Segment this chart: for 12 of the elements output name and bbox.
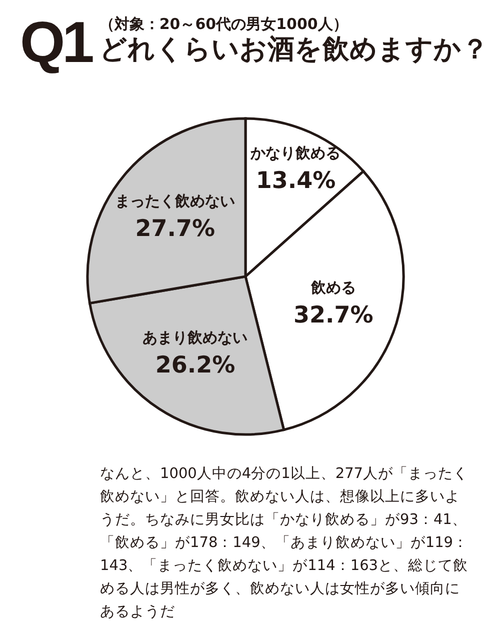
chart-subtitle: （対象：20～60代の男女1000人） [99,14,349,34]
slice-label: かなり飲める [250,144,341,162]
data-label: 13.4% [256,168,336,194]
slice-label: 飲める [310,278,356,297]
chart-title: どれくらいお酒を飲めますか？ [99,34,488,66]
slice-label: まったく飲めない [115,192,236,210]
data-label: 32.7% [294,302,374,329]
data-label: 26.2% [155,352,236,379]
text: Q1 [20,10,92,75]
slice-label: あまり飲めない [142,328,248,347]
data-label: 27.7% [135,216,216,242]
text: なんと、1000人中の4分の1以上、277人が「まったく飲めない」と回答。飲めない人は、想像以上に多いようだ。ちなみに男女比は「かなり飲める」が93：41、「飲める」が178：149、「あまり飲めない」が119：143、「まったく飲めない」が114：163と、総じて飲める人は男性が多く、飲めない人は女性が多い傾向にあるようだ [100,465,470,622]
